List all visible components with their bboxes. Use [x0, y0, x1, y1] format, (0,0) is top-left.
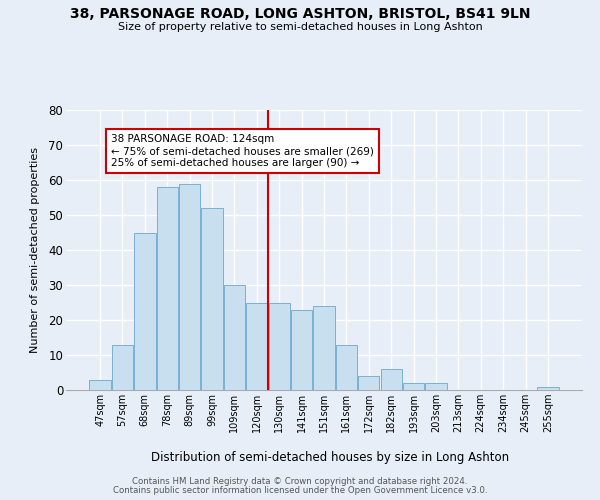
Bar	[89, 380, 111, 390]
Text: 38, PARSONAGE ROAD, LONG ASHTON, BRISTOL, BS41 9LN: 38, PARSONAGE ROAD, LONG ASHTON, BRISTOL…	[70, 8, 530, 22]
Bar	[179, 184, 200, 390]
Bar	[537, 386, 559, 390]
Bar	[313, 306, 335, 390]
Text: Distribution of semi-detached houses by size in Long Ashton: Distribution of semi-detached houses by …	[151, 451, 509, 464]
Text: Contains HM Land Registry data © Crown copyright and database right 2024.: Contains HM Land Registry data © Crown c…	[132, 477, 468, 486]
Text: 38 PARSONAGE ROAD: 124sqm
← 75% of semi-detached houses are smaller (269)
25% of: 38 PARSONAGE ROAD: 124sqm ← 75% of semi-…	[111, 134, 374, 168]
Bar	[358, 376, 379, 390]
Bar	[336, 344, 357, 390]
Bar	[246, 302, 268, 390]
Bar	[157, 187, 178, 390]
Text: Contains public sector information licensed under the Open Government Licence v3: Contains public sector information licen…	[113, 486, 487, 495]
Bar	[403, 383, 424, 390]
Text: Size of property relative to semi-detached houses in Long Ashton: Size of property relative to semi-detach…	[118, 22, 482, 32]
Bar	[380, 369, 402, 390]
Y-axis label: Number of semi-detached properties: Number of semi-detached properties	[30, 147, 40, 353]
Bar	[112, 344, 133, 390]
Bar	[202, 208, 223, 390]
Bar	[425, 383, 446, 390]
Bar	[134, 232, 155, 390]
Bar	[224, 285, 245, 390]
Bar	[291, 310, 312, 390]
Bar	[269, 302, 290, 390]
